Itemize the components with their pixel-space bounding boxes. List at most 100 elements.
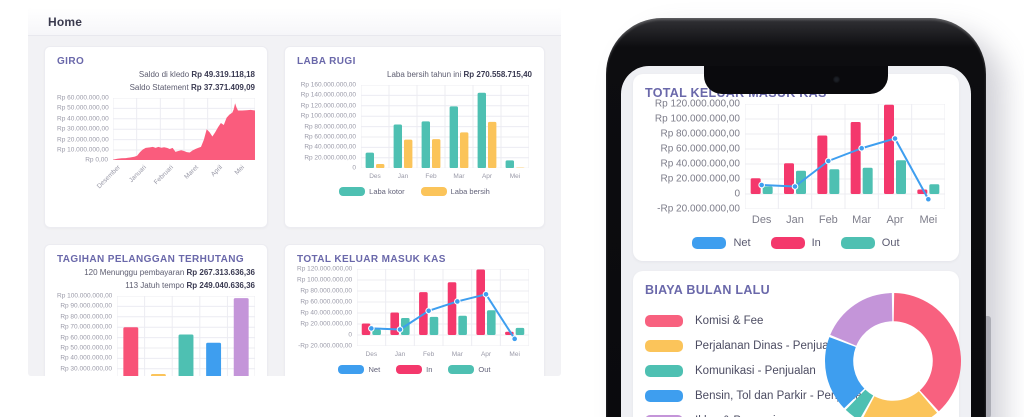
phone-panel-title-biaya: BIAYA BULAN LALU [645,283,770,297]
stat-value: Rp 37.371.409,09 [190,83,255,92]
legend-label: Net [733,237,751,249]
biaya-donut-chart [823,291,963,417]
stat-label: 120 Menunggu pembayaran [84,268,187,277]
y-axis-label: Rp 100.000.000,00 [654,113,740,125]
x-axis-label: Jan [397,173,409,181]
legend-item[interactable]: Out [448,365,491,374]
stat-line: 113 Jatuh tempo Rp 249.040.636,36 [57,279,255,292]
legend-swatch [339,187,366,197]
legend-swatch [645,365,683,377]
phone-mockup: TOTAL KELUAR MASUK KAS Rp 120.000.000,00… [606,18,991,417]
biaya-legend: Komisi & Fee Perjalanan Dinas - Penjualan… [645,315,947,417]
x-axis-label: Mar [852,214,872,226]
y-axis-label: Rp 20.000.000,00 [300,320,352,328]
y-axis-label: Rp 140.000.000,00 [300,91,356,99]
x-axis-label: Jan [394,351,406,358]
y-axis-label: Rp 60.000.000,00 [300,298,352,306]
kas-legend: Net In Out [297,365,532,374]
legend-item[interactable]: Laba bersih [420,187,490,197]
legend-swatch [645,340,683,352]
stat-label: Saldo Statement [129,83,191,92]
web-dashboard: Home GIRO Saldo di kledo Rp 49.319.118,1… [28,8,561,376]
legend-item[interactable]: Net [338,365,380,374]
stat-line: Laba bersih tahun ini Rp 270.558.715,40 [297,68,532,81]
y-axis-label: Rp 60.000.000,00 [57,94,109,102]
power-button [982,316,991,417]
legend-swatch [420,187,447,197]
y-axis-label: Rp 80.000.000,00 [660,128,740,140]
stat-line: 120 Menunggu pembayaran Rp 267.313.636,3… [57,266,255,279]
y-axis-label: Rp 20.000.000,00 [660,173,740,185]
y-axis-label: Rp 20.000.000,00 [57,136,109,144]
legend-label: Iklan & Promosi [695,415,776,417]
x-axis-label: Apr [481,173,493,181]
laba-rugi-stats: Laba bersih tahun ini Rp 270.558.715,40 [297,68,532,81]
x-axis-label: Mei [233,164,246,177]
y-axis-label: Rp 30.000.000,00 [57,125,109,133]
legend-item[interactable]: Out [840,237,900,249]
y-axis-label: Rp 120.000.000,00 [300,102,356,110]
legend-label: In [811,237,821,249]
y-axis-label: Rp 10.000.000,00 [57,146,109,154]
x-axis-label: Feb [425,173,437,181]
laba-rugi-bar-chart: Rp 160.000.000,00 Rp 140.000.000,00 Rp 120… [297,81,529,182]
y-axis-label: 0 [348,331,352,339]
x-axis-label: Feb [423,351,435,358]
phone-screen: TOTAL KELUAR MASUK KAS Rp 120.000.000,00… [621,66,971,417]
legend-item[interactable]: In [770,237,821,249]
legend-swatch [645,415,683,417]
legend-swatch [692,237,727,249]
donut-slice [845,389,874,417]
y-axis-label: Rp 120.000.000,00 [297,265,353,273]
giro-stats: Saldo di kledo Rp 49.319.118,18 Saldo Sta… [57,68,255,94]
x-axis-label: Mar [451,351,463,358]
y-axis-label: Rp 160.000.000,00 [300,81,356,89]
donut-slice [863,391,938,417]
legend-item[interactable]: Laba kotor [339,187,405,197]
panel-giro: GIRO Saldo di kledo Rp 49.319.118,18 Sald… [44,46,268,228]
y-axis-label: Rp 0,00 [85,156,108,164]
x-axis-label: Mar [453,173,465,181]
legend-swatch [770,237,805,249]
y-axis-label: Rp 60.000.000,00 [304,133,356,141]
y-axis-label: Rp 120.000.000,00 [654,98,740,110]
kas-combo-chart: Rp 120.000.000,00 Rp 100.000.000,00 Rp 80.… [297,265,529,360]
panel-tagihan: TAGIHAN PELANGGAN TERHUTANG 120 Menunggu… [44,244,268,376]
legend-item[interactable]: Bensin, Tol dan Parkir - Penjualan [645,390,868,402]
laba-rugi-legend: Laba kotor Laba bersih [297,187,532,197]
y-axis-label: -Rp 20.000.000,00 [657,203,740,215]
legend-item[interactable]: Iklan & Promosi [645,415,776,417]
legend-swatch [396,365,423,374]
dashboard-grid: GIRO Saldo di kledo Rp 49.319.118,18 Sald… [28,36,561,376]
panel-kas: TOTAL KELUAR MASUK KAS Rp 120.000.000,00… [284,244,545,376]
breadcrumb-bar: Home [28,8,561,36]
x-axis-label: Apr [480,351,492,358]
donut-slice [830,293,893,346]
y-axis-label: 0 [734,188,740,200]
legend-item[interactable]: Komisi & Fee [645,315,763,327]
camera-dot [833,76,840,83]
x-axis-label: Mei [509,173,521,181]
x-axis-label: Apr [886,214,904,226]
stat-value: Rp 270.558.715,40 [463,70,533,79]
panel-title-tagihan: TAGIHAN PELANGGAN TERHUTANG [57,254,245,265]
legend-swatch [645,390,683,402]
giro-area-chart: Rp 60.000.000,00 Rp 50.000.000,00 Rp 40.00… [57,94,255,200]
phone-panel-biaya: BIAYA BULAN LALU Komisi & Fee Perjalanan … [633,271,961,417]
legend-item[interactable]: Perjalanan Dinas - Penjualan [645,340,844,352]
stat-label: Laba bersih tahun ini [387,70,464,79]
legend-item[interactable]: Komunikasi - Penjualan [645,365,816,377]
legend-label: Bensin, Tol dan Parkir - Penjualan [695,390,869,402]
y-axis-label: Rp 40.000.000,00 [57,115,109,123]
home-link[interactable]: Home [48,14,83,29]
y-axis-label: Rp 100.000.000,00 [297,276,353,284]
phone-notch [704,66,888,94]
y-axis-label: Rp 80.000.000,00 [60,313,112,321]
y-axis-label: Rp 100.000.000,00 [57,292,113,300]
phone-kas-legend: Net In Out [645,237,947,249]
stat-line: Saldo di kledo Rp 49.319.118,18 [57,68,255,81]
legend-item[interactable]: Net [692,237,751,249]
legend-swatch [840,237,875,249]
legend-item[interactable]: In [396,365,432,374]
